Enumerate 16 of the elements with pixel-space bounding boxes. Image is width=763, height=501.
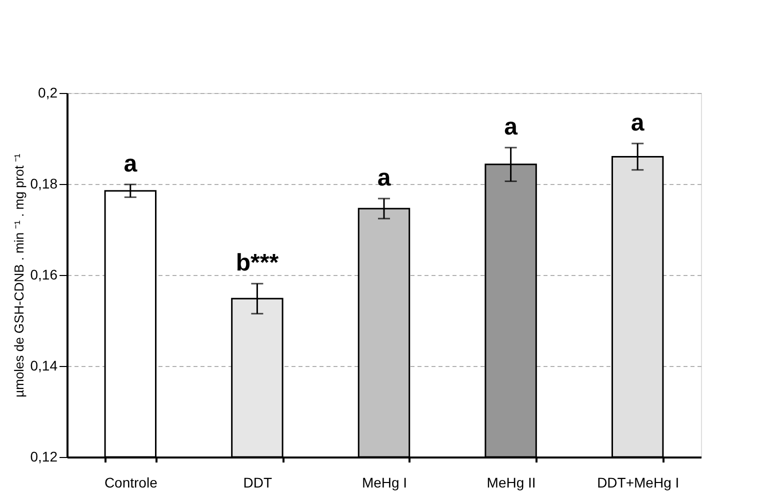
y-tick-label: 0,12 bbox=[30, 448, 58, 464]
x-tick-label: Controle bbox=[104, 474, 158, 490]
annotation: a bbox=[630, 110, 645, 137]
annotation: a bbox=[504, 114, 518, 141]
x-tick-label: DDT+MeHg I bbox=[597, 474, 680, 490]
x-tick-label: MeHg II bbox=[486, 474, 536, 490]
y-tick-label: 0,2 bbox=[38, 84, 58, 100]
y-tick-label: 0,14 bbox=[30, 358, 58, 374]
y-tick-label: 0,16 bbox=[30, 266, 58, 282]
y-tick-label: 0,18 bbox=[30, 176, 58, 192]
annotation: b*** bbox=[236, 250, 280, 277]
annotation: a bbox=[377, 164, 392, 192]
y-axis-title: µmoles de GSH-CDNB . min ⁻¹ . mg prot ⁻¹ bbox=[11, 152, 26, 398]
annotation: a bbox=[124, 150, 138, 178]
x-tick-label: MeHg I bbox=[362, 474, 408, 490]
x-tick-label: DDT bbox=[243, 474, 273, 490]
